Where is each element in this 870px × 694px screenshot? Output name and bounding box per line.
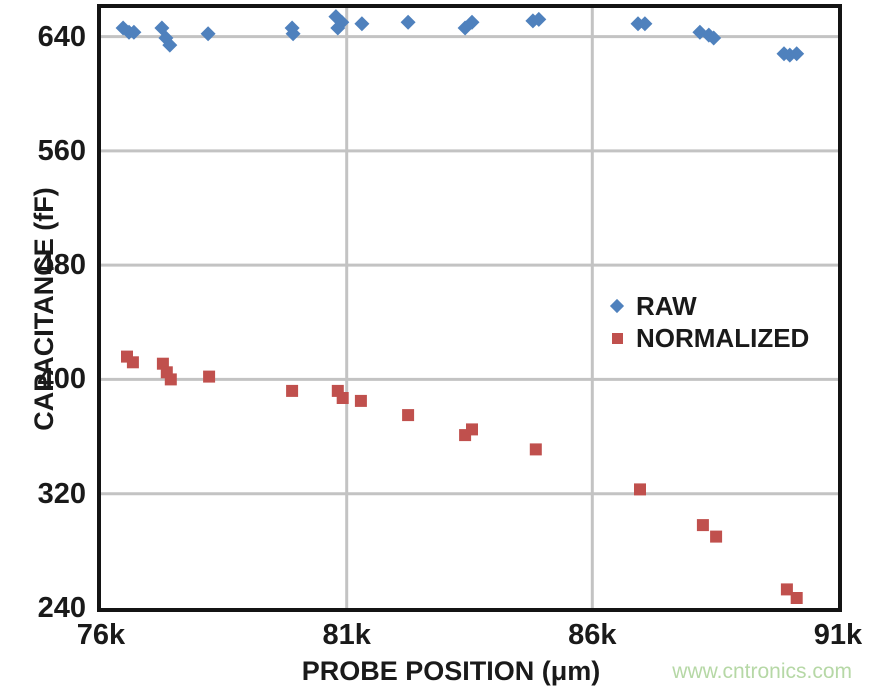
- normalized-data-point: [354, 394, 367, 407]
- raw-data-point: [400, 14, 416, 30]
- normalized-data-point: [203, 370, 216, 383]
- raw-data-point: [637, 16, 653, 32]
- raw-data-point: [531, 11, 547, 27]
- y-tick-label: 400: [37, 363, 86, 396]
- normalized-data-point: [634, 483, 646, 496]
- raw-data-point: [285, 26, 301, 42]
- x-axis-title: PROBE POSITION (μm): [301, 656, 601, 686]
- raw-data-point: [354, 16, 370, 32]
- raw-data-point: [789, 46, 805, 62]
- plot-area: [101, 8, 838, 608]
- legend-label-normalized: NORMALIZED: [636, 322, 810, 353]
- normalized-data-point: [286, 384, 299, 397]
- raw-data-point: [330, 20, 346, 36]
- normalized-data-point: [466, 423, 478, 436]
- normalized-data-point: [780, 583, 793, 596]
- square-marker-icon: [611, 332, 623, 344]
- raw-data-point: [334, 14, 350, 30]
- x-tick-label: 81k: [322, 619, 371, 651]
- normalized-data-point: [790, 592, 803, 604]
- legend-item-normalized: NORMALIZED: [608, 322, 809, 354]
- x-tick-label: 86k: [568, 619, 617, 651]
- y-tick-label: 480: [37, 249, 86, 282]
- x-tick-label: 76k: [76, 619, 126, 651]
- legend-label-raw: RAW: [636, 290, 697, 321]
- y-tick-label: 560: [37, 134, 86, 167]
- diamond-marker-icon: [609, 298, 625, 314]
- normalized-data-point: [402, 409, 415, 422]
- normalized-data-point: [336, 392, 349, 404]
- normalized-data-point: [696, 519, 709, 532]
- scatter-plot: [101, 8, 838, 608]
- y-tick-label: 640: [37, 20, 86, 53]
- raw-data-point: [126, 24, 142, 40]
- watermark: www.cntronics.com: [672, 660, 852, 683]
- normalized-data-point: [126, 356, 139, 369]
- raw-data-point: [706, 30, 722, 46]
- normalized-data-point: [164, 373, 177, 386]
- normalized-data-point: [710, 530, 723, 543]
- x-tick-label: 91k: [813, 619, 863, 651]
- plot-frame: [97, 4, 842, 612]
- raw-data-point: [200, 26, 216, 42]
- normalized-data-point: [529, 443, 542, 456]
- raw-data-point: [162, 37, 178, 53]
- y-tick-label: 240: [37, 592, 86, 624]
- legend-item-raw: RAW: [608, 290, 809, 322]
- y-tick-label: 320: [37, 477, 86, 510]
- legend: RAW NORMALIZED: [608, 290, 809, 354]
